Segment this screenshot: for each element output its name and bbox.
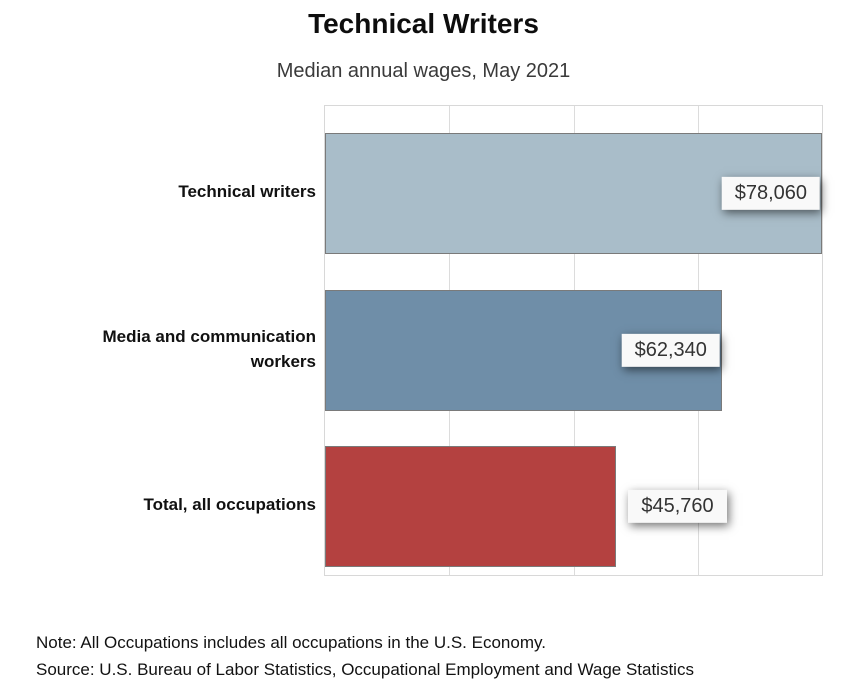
category-label-total-all-occupations: Total, all occupations (143, 495, 316, 515)
category-label-media-communication-workers: Media and communication workers (102, 326, 316, 371)
bar-row-media-communication-workers: $62,340 (325, 290, 822, 411)
footnotes: Note: All Occupations includes all occup… (36, 629, 826, 683)
category-label-technical-writers: Technical writers (178, 182, 316, 202)
chart-title: Technical Writers (308, 8, 539, 39)
value-label-media-communication-workers: $62,340 (621, 333, 720, 367)
note-line: Note: All Occupations includes all occup… (36, 633, 546, 652)
value-label-total-all-occupations: $45,760 (628, 489, 727, 523)
source-line: Source: U.S. Bureau of Labor Statistics,… (36, 660, 694, 679)
plot-area: $78,060 $62,340 $45,760 (324, 105, 823, 576)
bar-row-technical-writers: $78,060 (325, 133, 822, 254)
value-label-technical-writers: $78,060 (721, 176, 820, 210)
chart-subtitle: Median annual wages, May 2021 (276, 60, 571, 82)
bar-row-total-all-occupations: $45,760 (325, 446, 822, 567)
bar-total-all-occupations (325, 446, 617, 567)
